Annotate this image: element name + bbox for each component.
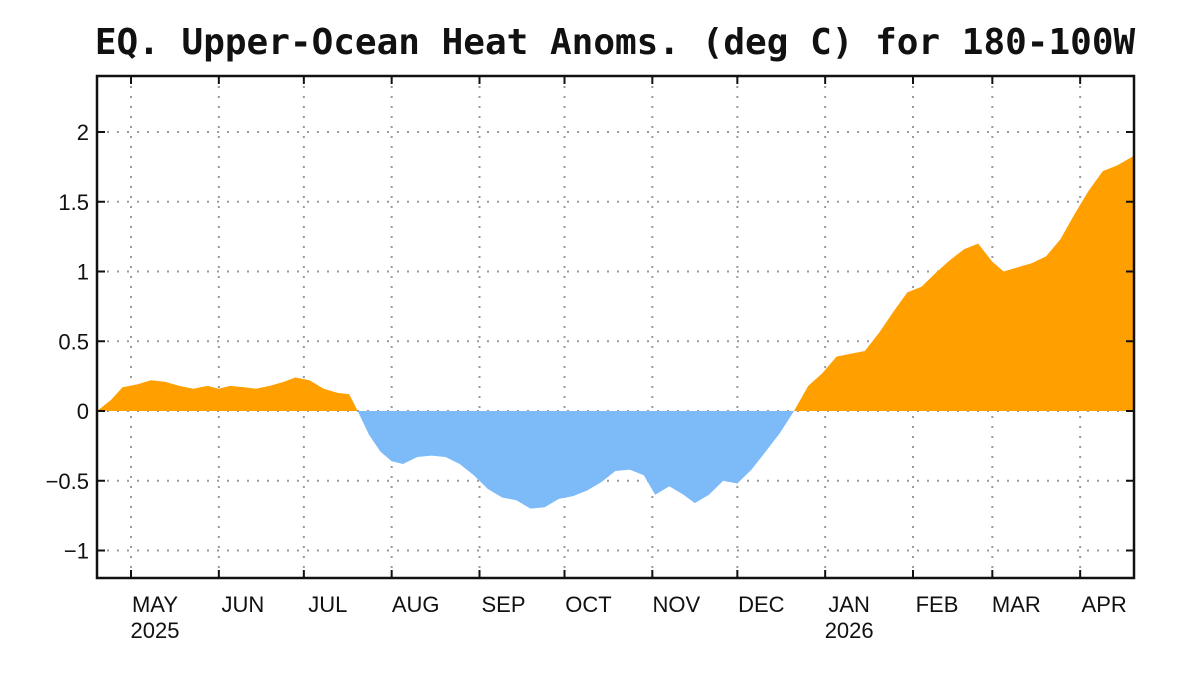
positive-anomaly-area: [97, 377, 358, 411]
x-tick-label: JAN: [828, 592, 870, 617]
y-tick-label: −0.5: [46, 469, 89, 494]
y-tick-label: 0: [77, 399, 89, 424]
x-tick-year: 2026: [825, 618, 874, 643]
negative-anomaly-area: [357, 411, 794, 509]
area-layer: [97, 155, 1134, 509]
x-tick-label: AUG: [392, 592, 440, 617]
x-tick-label: APR: [1082, 592, 1127, 617]
y-tick-label: −1: [64, 539, 89, 564]
y-tick-label: 1: [77, 260, 89, 285]
x-tick-label: JUN: [221, 592, 264, 617]
positive-anomaly-area: [794, 155, 1134, 411]
y-tick-label: 1.5: [58, 190, 89, 215]
x-tick-label: OCT: [565, 592, 611, 617]
y-tick-label: 0.5: [58, 329, 89, 354]
plot-frame: [95, 74, 1136, 580]
x-tick-label: DEC: [738, 592, 785, 617]
y-tick-label: 2: [77, 120, 89, 145]
x-tick-label: NOV: [652, 592, 700, 617]
x-tick-label: MAR: [992, 592, 1041, 617]
x-tick-label: MAY: [132, 592, 178, 617]
x-tick-label: FEB: [916, 592, 959, 617]
x-tick-label: JUL: [308, 592, 347, 617]
x-tick-year: 2025: [131, 618, 180, 643]
chart-title: EQ. Upper-Ocean Heat Anoms. (deg C) for …: [95, 22, 1136, 63]
x-tick-label: SEP: [481, 592, 525, 617]
